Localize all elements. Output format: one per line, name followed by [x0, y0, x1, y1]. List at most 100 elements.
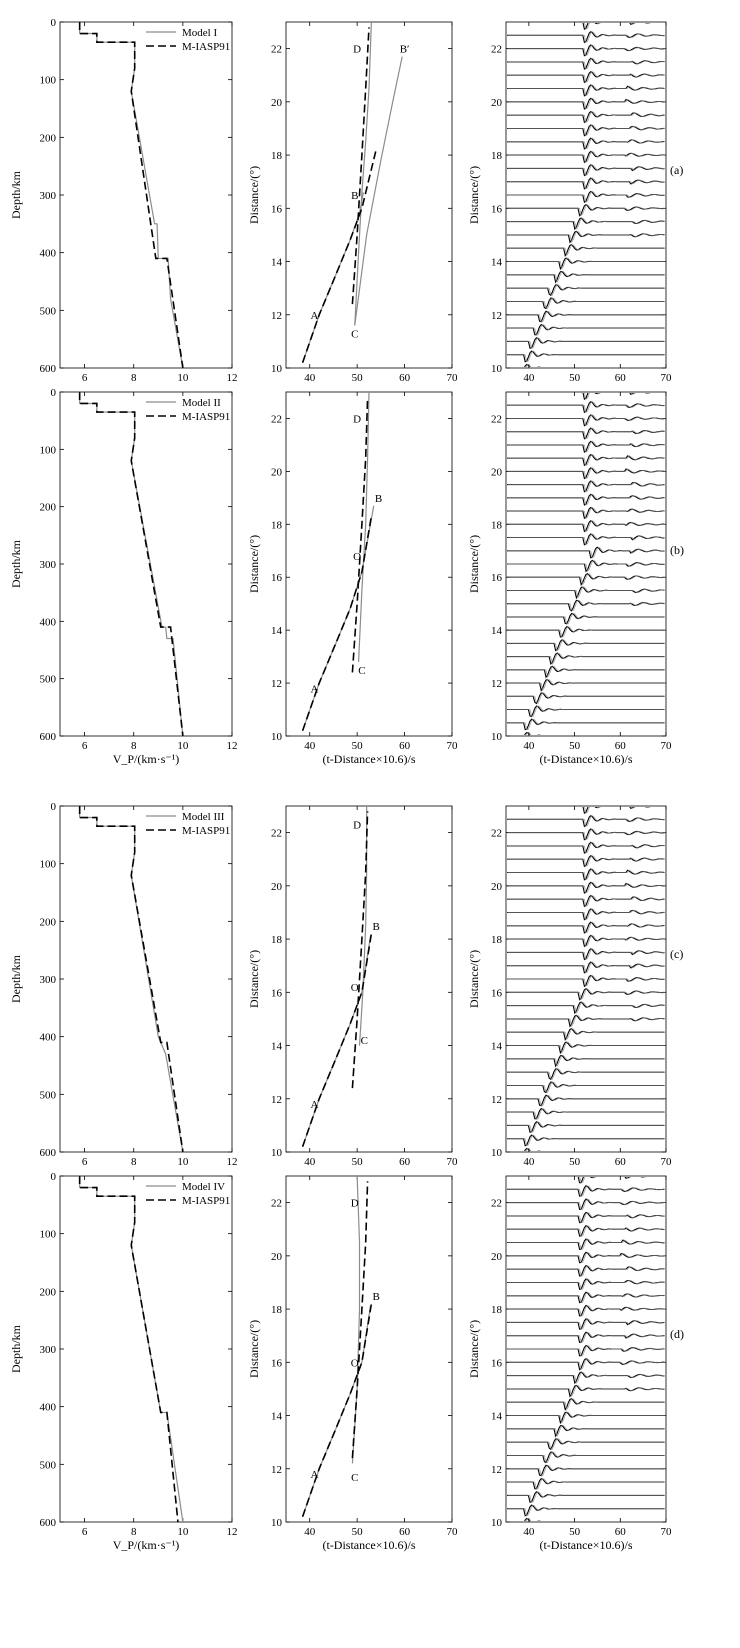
y-tick-label: 500 — [40, 1459, 57, 1471]
seismic-trace-model — [507, 1278, 665, 1290]
y-tick-label: 14 — [491, 257, 503, 269]
seismic-trace-model — [507, 324, 665, 336]
seismic-trace-model — [507, 440, 665, 453]
y-tick-label: 14 — [491, 625, 503, 637]
seismic-trace — [507, 1398, 665, 1412]
branch-label: D — [353, 413, 361, 425]
seismic-trace — [507, 1304, 665, 1317]
seismic-trace — [582, 393, 651, 400]
x-tick-label: 40 — [523, 740, 535, 752]
y-tick-label: 12 — [491, 1464, 502, 1476]
seismic-trace-model — [507, 493, 665, 506]
traveltime-branch-ref-CD — [351, 811, 369, 1089]
seismogram-ylabel: Distance/(°) — [467, 535, 481, 593]
seismic-trace-model — [507, 586, 665, 599]
legend-label: M-IASP91 — [182, 1195, 230, 1207]
seismic-trace-model — [507, 137, 665, 150]
seismic-trace-model — [507, 454, 665, 466]
velocity-panel-c-frame — [59, 805, 233, 1153]
trace-group — [507, 393, 665, 735]
seismic-trace — [507, 1424, 665, 1438]
x-tick-label: 12 — [227, 372, 238, 384]
y-tick-label: 22 — [271, 44, 282, 56]
velocity-ylabel: Depth/km — [9, 170, 23, 219]
seismic-trace — [507, 1344, 665, 1357]
seismic-trace-model — [507, 57, 665, 70]
seismic-trace-model — [507, 310, 665, 323]
seismic-trace-model — [507, 1211, 665, 1224]
seismic-trace-model — [507, 124, 665, 137]
legend-label: Model I — [182, 27, 217, 39]
y-tick-label: 100 — [40, 859, 57, 871]
traveltime-branch-ref-AB — [301, 149, 377, 363]
seismic-trace-model — [507, 506, 665, 519]
legend-label: M-IASP91 — [182, 825, 230, 837]
legend-label: Model III — [182, 811, 225, 823]
seismic-trace — [507, 217, 665, 231]
seismic-trace-model — [507, 1225, 665, 1237]
velocity-panel-b-frame — [59, 391, 233, 737]
seismic-trace — [507, 270, 665, 284]
x-tick-label: 60 — [615, 740, 627, 752]
seismic-trace — [507, 1331, 665, 1344]
seismic-trace-model — [507, 257, 665, 270]
branch-label: B′ — [400, 44, 410, 56]
seismic-trace — [507, 1107, 665, 1120]
seismic-trace-model — [507, 1081, 665, 1094]
seismic-trace-model — [507, 599, 665, 612]
traveltime-branch-ref-AB — [301, 516, 373, 731]
seismogram-panel-a-frame — [505, 21, 667, 369]
seismic-trace-model — [507, 111, 665, 123]
velocity-panel-a: 6 8 10 12 0 100 200 300 400 500 600 Depth/km Model I… — [9, 17, 238, 384]
traveltime-branch-model-AB — [302, 505, 375, 731]
branch-label: O — [351, 982, 359, 994]
velocity-panel-c: 6 8 10 12 0 100 200 300 400 500 600 Depth/km Model I… — [9, 801, 238, 1168]
legend-label: M-IASP91 — [182, 41, 230, 53]
y-tick-label: 18 — [271, 519, 283, 531]
traveltime-xlabel: (t-Distance×10.6)/s — [322, 752, 415, 766]
x-tick-label: 50 — [569, 740, 581, 752]
branch-label: D — [353, 44, 361, 56]
y-tick-label: 16 — [491, 1357, 503, 1369]
velocity-line-model — [79, 1176, 184, 1523]
seismic-trace — [582, 807, 651, 814]
seismic-trace-model — [507, 679, 665, 692]
seismic-trace-model — [507, 1504, 665, 1517]
x-tick-label: 40 — [523, 1156, 535, 1168]
seismic-trace-model — [507, 855, 665, 867]
branch-label: B — [351, 190, 358, 202]
seismic-trace-model — [507, 828, 665, 841]
seismic-trace — [507, 1081, 665, 1094]
seismic-trace-model — [507, 1438, 665, 1450]
seismic-trace-model — [507, 1464, 665, 1477]
y-tick-label: 16 — [491, 987, 503, 999]
y-tick-label: 10 — [491, 1517, 503, 1529]
y-tick-label: 20 — [491, 97, 503, 109]
y-tick-label: 14 — [271, 625, 283, 637]
traveltime-branch-model-CD — [358, 806, 368, 1046]
seismic-trace-model — [507, 1014, 665, 1028]
seismic-trace-model — [507, 97, 665, 110]
seismic-trace-model — [507, 895, 665, 907]
traveltime-panel-d-frame — [285, 1175, 453, 1523]
x-tick-label: 40 — [523, 1526, 535, 1538]
seismic-trace-model — [507, 150, 665, 163]
branch-label: D — [353, 820, 361, 832]
y-tick-label: 16 — [271, 987, 283, 999]
seismic-trace-model — [507, 1371, 665, 1384]
y-tick-label: 14 — [271, 1041, 283, 1053]
traveltime-branch-model-CD — [357, 391, 370, 662]
seismogram-panel-a: 40 50 60 70 10 12 14 16 18 20 22 Distance/(°) (a) — [467, 21, 683, 384]
branch-label: A — [310, 310, 318, 322]
y-tick-label: 18 — [491, 150, 503, 162]
seismic-trace — [507, 1371, 665, 1385]
seismic-trace-model — [507, 1425, 665, 1438]
y-tick-label: 22 — [491, 413, 502, 425]
seismic-trace — [507, 337, 665, 349]
y-tick-label: 400 — [40, 616, 57, 628]
seismic-trace — [507, 1451, 665, 1464]
velocity-line-reference — [78, 392, 184, 737]
y-tick-label: 300 — [40, 190, 57, 202]
seismic-trace-model — [584, 23, 652, 30]
